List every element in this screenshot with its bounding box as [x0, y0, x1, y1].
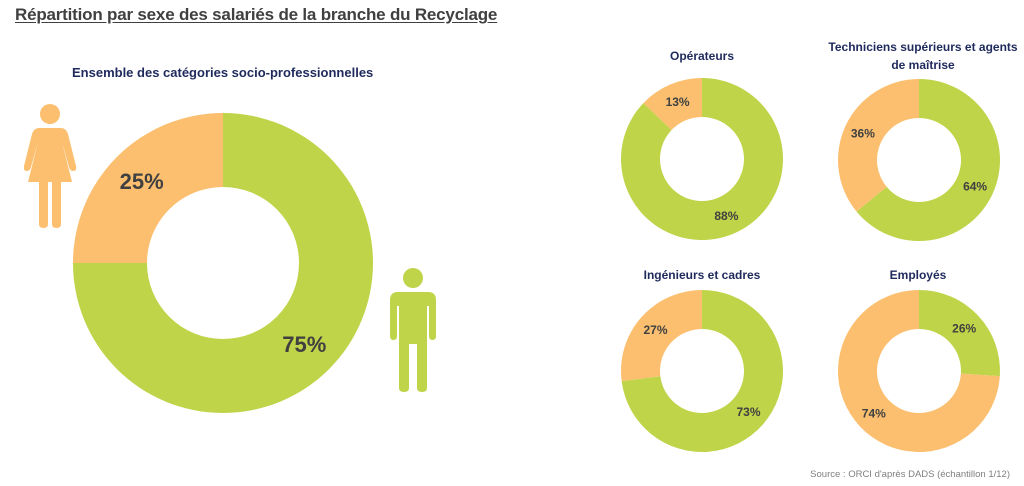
donut-slice-hommes [621, 290, 783, 452]
donut-chart-ingenieurs: 73% 27% [621, 290, 783, 452]
donut-slice-femmes [838, 79, 919, 212]
data-label-femmes: 74% [862, 406, 886, 420]
male-figure-icon [390, 268, 436, 392]
data-label-hommes: 73% [736, 405, 760, 419]
data-label-femmes: 25% [120, 169, 164, 194]
chart-title-operateurs: Opérateurs [669, 49, 735, 63]
data-label-femmes: 27% [643, 323, 667, 337]
data-label-femmes: 36% [851, 127, 875, 141]
chart-title-techniciens: Techniciens supérieurs et agents de maît… [828, 40, 1018, 72]
donut-chart-techniciens: 64% 36% [838, 79, 1000, 242]
donut-chart-employes: 26% 74% [838, 290, 1000, 452]
donut-slice-hommes [856, 79, 1000, 242]
donut-slice-femmes [838, 290, 1000, 452]
donut-slice-hommes [621, 78, 783, 241]
donut-chart-operateurs: 88% 13% [621, 78, 783, 241]
donut-slice-femmes [73, 113, 223, 263]
data-label-hommes: 26% [952, 322, 976, 336]
main-chart-title: Ensemble des catégories socio-profession… [72, 65, 374, 80]
data-label-femmes: 13% [666, 95, 690, 109]
chart-title-employes: Employés [889, 268, 947, 282]
donut-slice-femmes [643, 78, 702, 131]
page-title: Répartition par sexe des salariés de la … [15, 5, 498, 24]
data-label-hommes: 64% [963, 179, 987, 193]
source-note: Source : ORCI d'après DADS (échantillon … [810, 469, 1010, 480]
chart-title-ingenieurs: Ingénieurs et cadres [643, 268, 761, 282]
donut-slice-femmes [621, 290, 702, 382]
donut-chart-ensemble: 75% 25% [73, 113, 373, 413]
donut-slice-hommes [919, 290, 1000, 377]
data-label-hommes: 88% [714, 209, 738, 223]
female-figure-icon [23, 104, 77, 228]
donut-slice-hommes [73, 113, 373, 413]
data-label-hommes: 75% [282, 332, 326, 357]
